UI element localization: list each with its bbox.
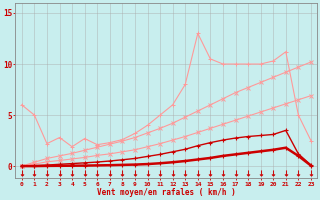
X-axis label: Vent moyen/en rafales ( km/h ): Vent moyen/en rafales ( km/h )	[97, 188, 236, 197]
